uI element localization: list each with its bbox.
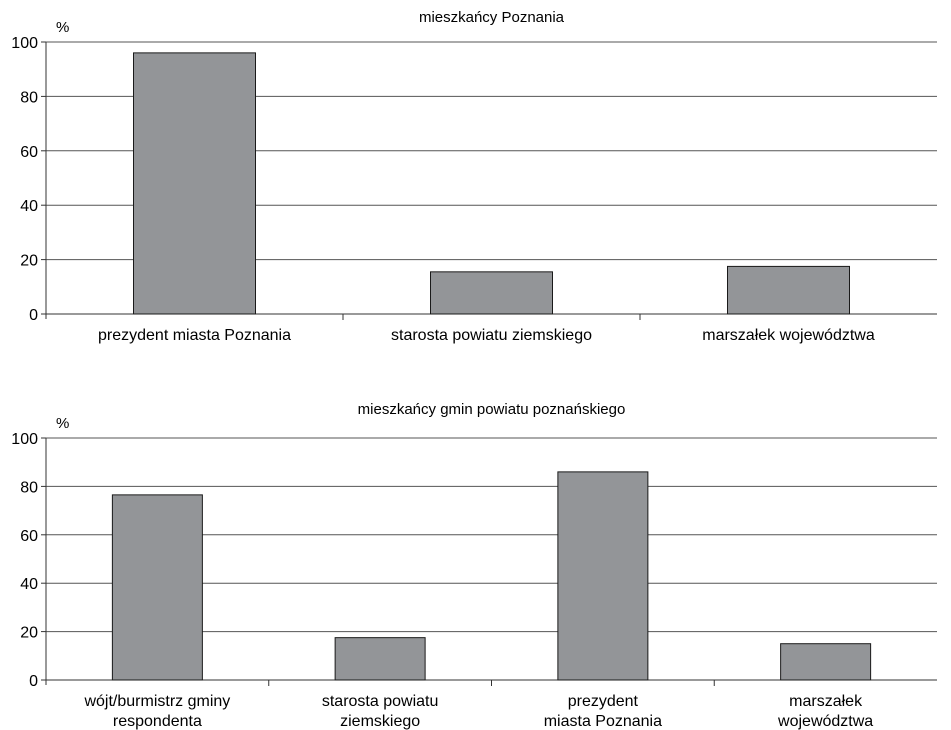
category-label: starosta powiatu ziemskiego: [391, 327, 592, 344]
y-axis-unit-label: %: [56, 19, 69, 36]
category-label: respondenta: [113, 713, 202, 730]
chart-2: mieszkańcy gmin powiatu poznańskiego% 0 20…: [11, 401, 937, 730]
y-tick-label: 80: [20, 89, 38, 106]
bar: [430, 271, 553, 315]
category-label: marszałek: [789, 693, 863, 710]
y-tick-label: 20: [20, 253, 38, 270]
y-tick-label: 60: [20, 144, 38, 161]
bar: [727, 265, 850, 315]
category-label: prezydent miasta Poznania: [98, 327, 291, 344]
bar: [557, 471, 649, 681]
bar: [133, 52, 256, 315]
y-tick-label: 100: [11, 35, 38, 52]
bar: [780, 643, 872, 681]
category-label: marszałek województwa: [702, 327, 875, 344]
y-axis-unit-label: %: [56, 415, 69, 432]
y-tick-label: 60: [20, 528, 38, 545]
chart-title: mieszkańcy Poznania: [419, 9, 565, 26]
y-tick-label: 40: [20, 198, 38, 215]
category-label: starosta powiatu: [322, 693, 439, 710]
category-label: wójt/burmistrz gminy: [83, 693, 230, 710]
y-tick-label: 40: [20, 576, 38, 593]
chart-title: mieszkańcy gmin powiatu poznańskiego: [358, 401, 626, 418]
bar: [334, 637, 426, 681]
category-label: miasta Poznania: [544, 713, 662, 730]
y-tick-label: 80: [20, 479, 38, 496]
chart-1: mieszkańcy Poznania% 0 20 40 60 80 100 prezyden…: [11, 9, 937, 344]
y-tick-label: 20: [20, 625, 38, 642]
category-label: województwa: [777, 713, 873, 730]
bar: [111, 494, 203, 681]
y-tick-label: 100: [11, 431, 38, 448]
y-tick-label: 0: [29, 307, 38, 324]
y-tick-label: 0: [29, 673, 38, 690]
category-label: ziemskiego: [340, 713, 420, 730]
category-label: prezydent: [568, 693, 639, 710]
